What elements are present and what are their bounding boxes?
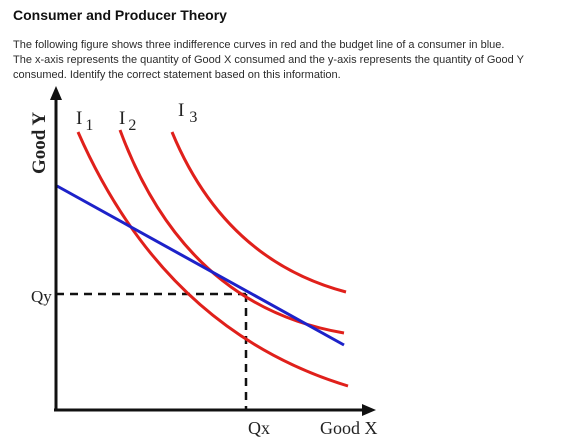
question-line: The following figure shows three indiffe…	[13, 39, 505, 51]
qx-label: Qx	[248, 418, 270, 438]
y-axis-arrowhead	[50, 86, 62, 100]
page-title: Consumer and Producer Theory	[13, 7, 227, 23]
budget-line	[56, 184, 345, 347]
x-axis-label: Good X	[320, 418, 378, 438]
question-line: consumed. Identify the correct statement…	[13, 69, 341, 81]
indifference-curve-i1	[76, 131, 349, 388]
indifference-curve-i3	[170, 131, 347, 294]
y-axis-label: Good Y	[29, 112, 50, 174]
x-axis-arrowhead	[362, 404, 376, 416]
question-text: The following figure shows three indiffe…	[13, 38, 573, 83]
qy-label: Qy	[31, 287, 52, 306]
question-line: The x-axis represents the quantity of Go…	[13, 54, 524, 66]
indifference-curve-i2	[118, 129, 345, 335]
